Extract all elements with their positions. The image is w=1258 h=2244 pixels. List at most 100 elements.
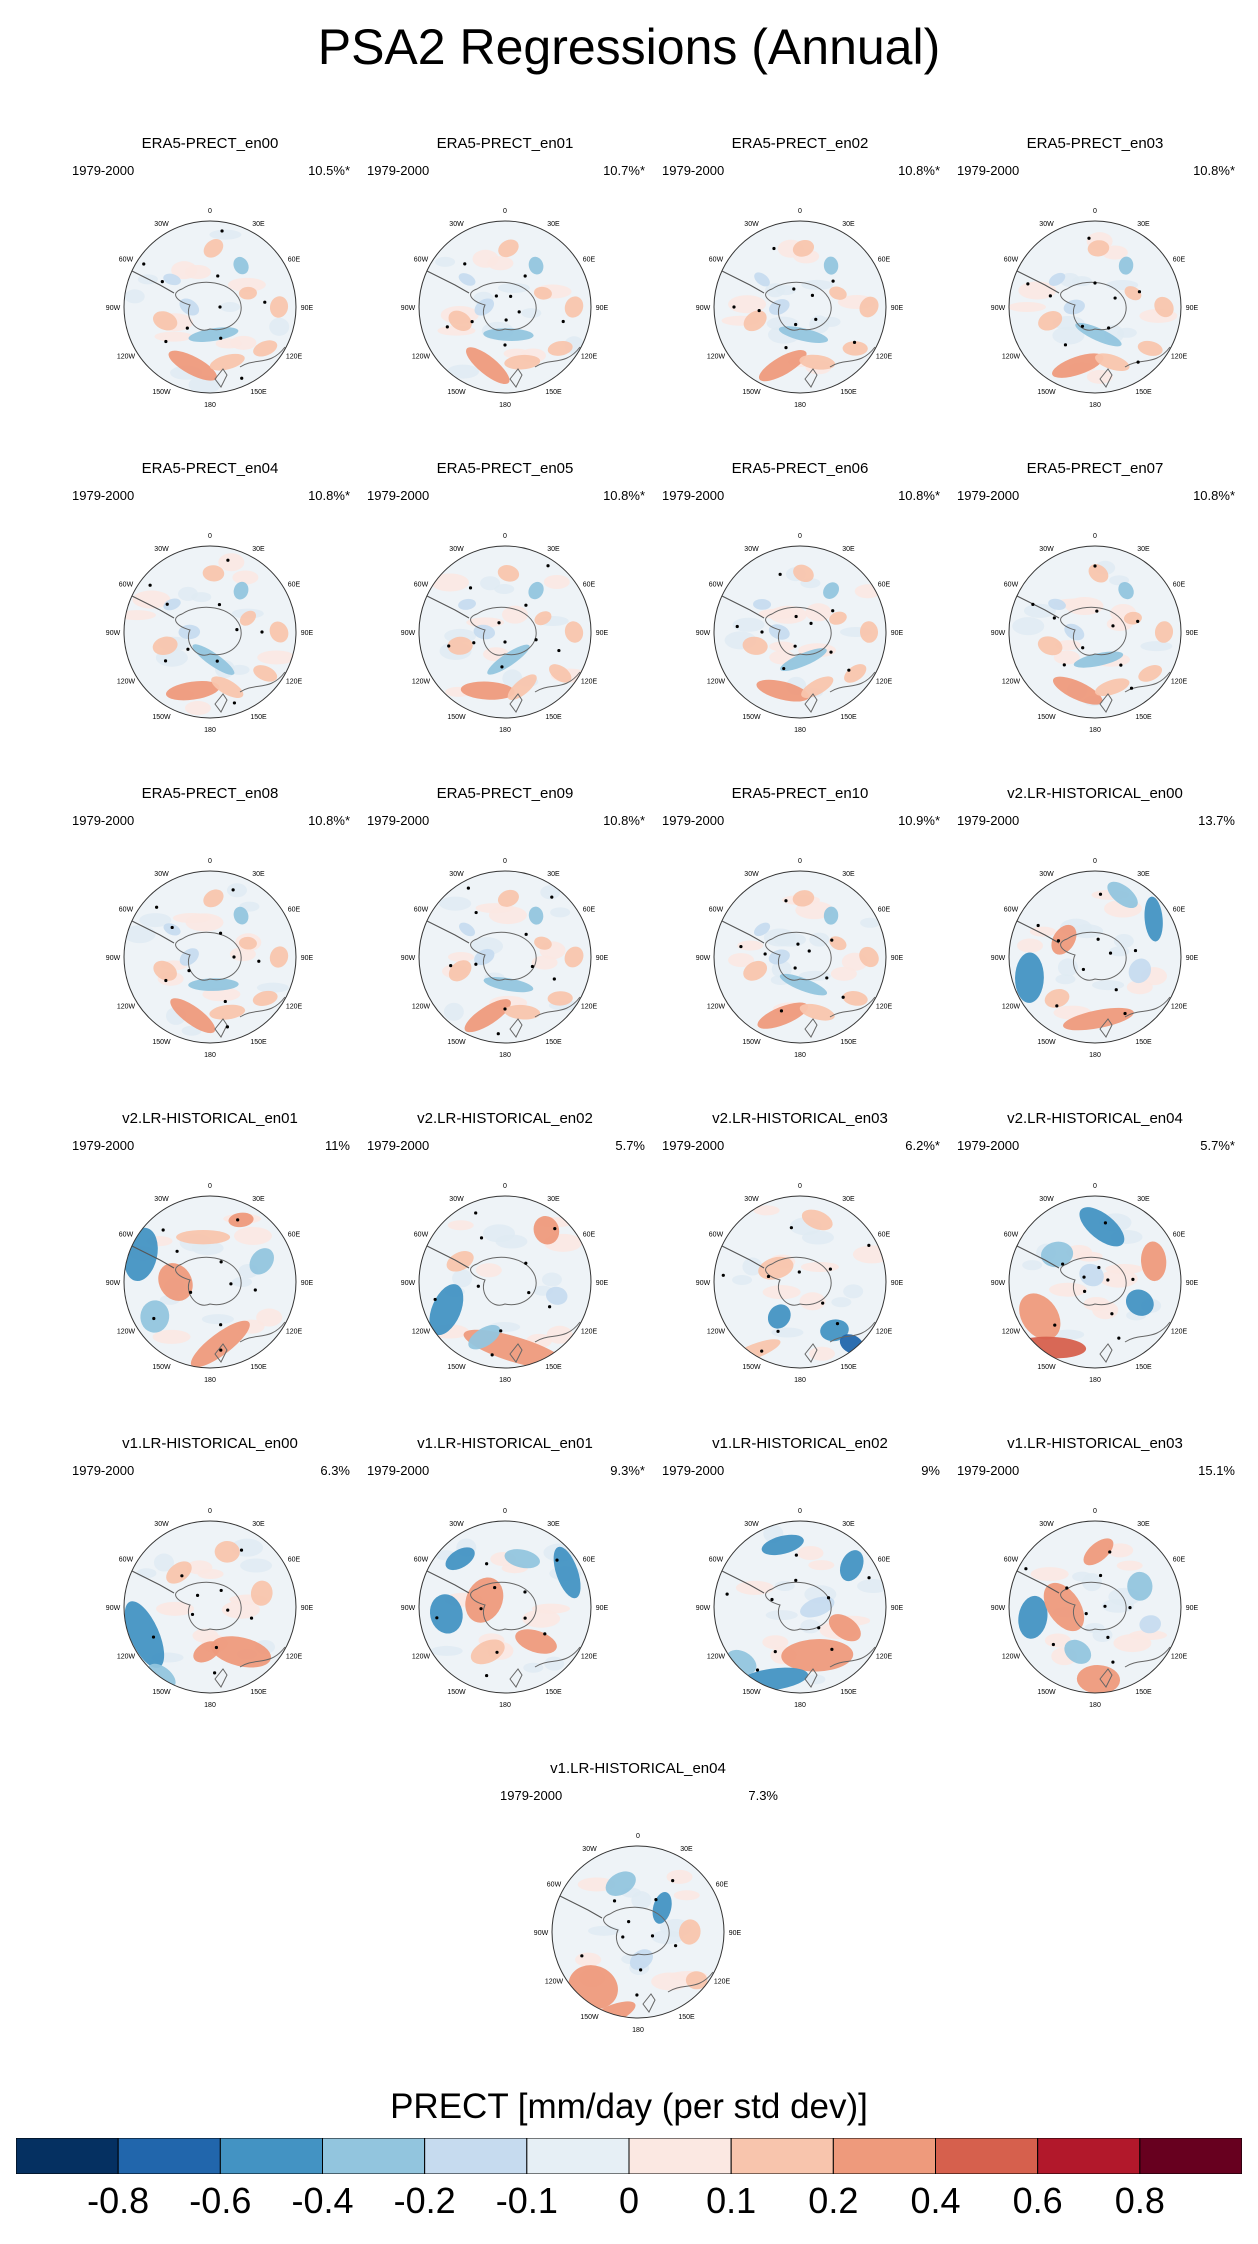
longitude-label: 120W xyxy=(117,1329,136,1336)
anomaly-patch xyxy=(168,350,217,381)
anomaly-patch xyxy=(742,636,768,655)
anomaly-patch xyxy=(464,999,511,1033)
significance-dot xyxy=(627,1919,631,1924)
longitude-label: 120W xyxy=(412,1329,431,1336)
anomaly-patch xyxy=(801,1209,833,1231)
anomaly-patch xyxy=(1137,340,1163,356)
longitude-label: 120W xyxy=(412,354,431,361)
anomaly-patch xyxy=(544,1656,565,1671)
antarctica-coastline xyxy=(470,1581,537,1631)
longitude-label: 60W xyxy=(1004,582,1019,589)
significance-dot xyxy=(830,938,834,942)
significance-dot xyxy=(778,572,782,576)
longitude-label: 120W xyxy=(117,354,136,361)
significance-dot xyxy=(1133,948,1138,953)
polar-map: 0 30E 60E 90E 120E 150E 180 150W 120W 90W 60W 30W xyxy=(991,208,1199,409)
longitude-label: 180 xyxy=(1089,727,1101,734)
anomaly-patch xyxy=(1087,240,1110,257)
significance-dot xyxy=(476,1284,480,1288)
significance-dot xyxy=(479,1607,483,1611)
longitude-label: 30W xyxy=(744,221,759,228)
anomaly-patch xyxy=(769,641,796,652)
significance-dot xyxy=(792,287,796,291)
new-zealand-coastline xyxy=(214,1018,228,1038)
significance-dot xyxy=(164,978,168,983)
longitude-label: 0 xyxy=(798,1508,802,1515)
significance-dot xyxy=(721,1273,725,1277)
longitude-label: 90W xyxy=(401,1605,416,1612)
anomaly-patch xyxy=(448,960,472,982)
polar-map: 0 30E 60E 90E 120E 150E 180 150W 120W 90W 60W 30W xyxy=(991,858,1199,1059)
anomaly-patch xyxy=(1030,1567,1069,1582)
map-border xyxy=(123,870,297,1044)
anomaly-patch xyxy=(779,973,828,996)
significance-dot xyxy=(226,558,230,562)
anomaly-patch xyxy=(831,1297,852,1308)
significance-dot xyxy=(218,305,222,309)
antarctica-coastline xyxy=(765,931,832,981)
anomaly-patch xyxy=(124,610,156,621)
longitude-label: 30E xyxy=(252,546,265,553)
significance-dot xyxy=(161,1228,165,1232)
significance-dot xyxy=(654,1898,658,1902)
new-zealand-coastline xyxy=(804,1018,818,1038)
significance-dot xyxy=(779,1009,784,1013)
anomaly-patch xyxy=(1083,1538,1114,1566)
significance-dot xyxy=(546,564,550,568)
colorbar-swatch xyxy=(219,2138,323,2174)
panel-title: v2.LR-HISTORICAL_en00 xyxy=(1007,785,1183,802)
anomaly-patch xyxy=(192,644,235,675)
new-zealand-coastline xyxy=(509,1668,523,1688)
longitude-label: 180 xyxy=(794,402,806,409)
longitude-label: 60W xyxy=(414,907,429,914)
panel-variance-percent: 10.8%* xyxy=(898,488,940,503)
anomaly-patch xyxy=(564,296,584,318)
anomaly-patch xyxy=(1079,1263,1104,1287)
panel-years: 1979-2000 xyxy=(662,488,725,503)
longitude-label: 150W xyxy=(1037,1364,1056,1371)
anomaly-patch xyxy=(170,998,216,1034)
longitude-label: 150W xyxy=(742,1689,761,1696)
significance-dot xyxy=(1031,602,1035,606)
significance-dot xyxy=(185,326,189,330)
significance-dot xyxy=(170,925,174,930)
polar-map: 0 30E 60E 90E 120E 150E 180 150W 120W 90W 60W 30W xyxy=(106,533,314,734)
anomaly-patch xyxy=(1052,353,1104,378)
significance-dot xyxy=(782,666,786,671)
longitude-label: 120E xyxy=(876,1329,893,1336)
panel-years: 1979-2000 xyxy=(367,1138,430,1153)
significance-dot xyxy=(1098,1573,1103,1578)
anomaly-patch xyxy=(153,1553,174,1572)
map-panel: v1.LR-HISTORICAL_en02 1979-2000 9% 0 30E 60E 9… xyxy=(650,1435,950,1735)
anomaly-patch xyxy=(1019,1293,1061,1340)
significance-dot xyxy=(555,1558,559,1562)
anomaly-patch xyxy=(458,598,476,610)
map-panel: v1.LR-HISTORICAL_en04 1979-2000 7.3% 0 30E 60… xyxy=(488,1760,788,2060)
longitude-label: 150E xyxy=(1135,1364,1152,1371)
significance-dot xyxy=(1055,1004,1059,1008)
anomaly-patch xyxy=(163,273,181,286)
anomaly-patch xyxy=(188,327,239,342)
anomaly-patch xyxy=(253,340,278,357)
map-border xyxy=(418,870,592,1044)
anomaly-patch xyxy=(823,906,839,925)
significance-dot xyxy=(732,305,736,309)
anomaly-patch xyxy=(1092,980,1125,991)
significance-dot xyxy=(825,976,829,980)
significance-dot xyxy=(867,1243,871,1247)
longitude-label: 90E xyxy=(729,1930,742,1937)
anomaly-patch xyxy=(238,286,257,300)
anomaly-patch xyxy=(859,296,879,318)
longitude-label: 150E xyxy=(250,1039,267,1046)
significance-dot xyxy=(155,905,159,909)
significance-dot xyxy=(612,1899,617,1903)
longitude-label: 60E xyxy=(583,907,596,914)
longitude-label: 30E xyxy=(547,221,560,228)
anomaly-patch xyxy=(775,285,796,296)
longitude-label: 120E xyxy=(876,354,893,361)
significance-dot xyxy=(232,701,237,705)
antarctica-coastline xyxy=(175,931,242,981)
longitude-label: 30W xyxy=(449,221,464,228)
longitude-label: 120W xyxy=(1002,1329,1021,1336)
anomaly-patch xyxy=(754,272,770,287)
